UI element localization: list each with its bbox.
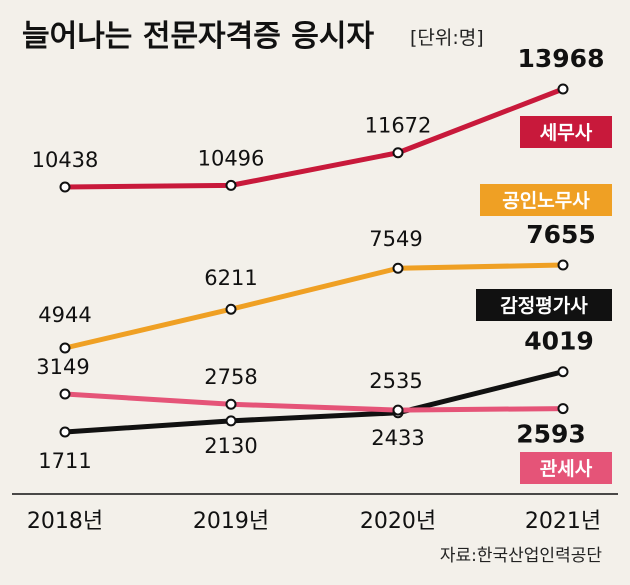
series-tag-bg-1 (480, 184, 612, 216)
value-label-3-3: 2593 (516, 420, 586, 449)
value-label-3-2: 2535 (369, 369, 422, 393)
data-point-0-2 (392, 147, 404, 159)
unit-note: [단위:명] (410, 27, 484, 49)
data-point-3-1 (225, 398, 237, 410)
value-label-1-0: 4944 (38, 303, 91, 327)
value-label-1-1: 6211 (204, 266, 257, 290)
data-point-1-2 (392, 262, 404, 274)
x-ticks: 2018년 2019년 2020년 2021년 (27, 509, 601, 534)
series-points (59, 83, 569, 438)
source-note: 자료:한국산업인력공단 (440, 546, 602, 566)
data-point-3-2 (392, 404, 404, 416)
data-point-2-1 (225, 415, 237, 427)
value-label-0-1: 10496 (198, 146, 265, 170)
value-labels: 10438 10496 11672 13968 4944 6211 7549 7655 1711… (32, 44, 605, 473)
series-tag-bg-3 (520, 452, 612, 484)
chart-title: 늘어나는 전문자격증 응시자 (22, 19, 374, 54)
data-point-0-3 (557, 83, 569, 95)
value-label-1-2: 7549 (369, 227, 422, 251)
series-tag-1: 공인노무사 (502, 190, 590, 212)
series-lines (62, 86, 566, 435)
data-point-0-1 (225, 179, 237, 191)
series-tag-bg-0 (520, 116, 612, 148)
data-point-0-0 (59, 181, 71, 193)
series-tag-bg-2 (476, 289, 612, 321)
series-tag-2: 감정평가사 (500, 295, 588, 317)
value-label-2-0: 1711 (38, 449, 91, 473)
x-tick-label-1: 2019년 (193, 509, 269, 534)
value-label-2-3: 4019 (524, 327, 594, 356)
data-point-1-3 (557, 259, 569, 271)
data-point-3-0 (59, 388, 71, 400)
data-point-3-3 (557, 403, 569, 415)
series-line-2 (62, 369, 566, 435)
series-line-1 (62, 262, 566, 351)
x-tick-label-2: 2020년 (360, 509, 436, 534)
series-line-3 (62, 391, 566, 413)
x-tick-label-3: 2021년 (525, 509, 601, 534)
value-label-1-3: 7655 (526, 220, 596, 249)
series-tag-0: 세무사 (540, 122, 593, 144)
data-point-2-0 (59, 426, 71, 438)
series-tag-3: 관세사 (540, 458, 593, 480)
value-label-0-0: 10438 (32, 148, 99, 172)
value-label-0-2: 11672 (365, 114, 432, 138)
value-label-2-2: 2433 (371, 426, 424, 450)
value-label-2-1: 2130 (204, 434, 257, 458)
data-point-2-3 (557, 366, 569, 378)
value-label-3-0: 3149 (36, 355, 89, 379)
data-point-1-0 (59, 342, 71, 354)
value-label-3-1: 2758 (204, 365, 257, 389)
value-label-0-3: 13968 (518, 44, 605, 73)
x-tick-label-0: 2018년 (27, 509, 103, 534)
series-line-0 (62, 86, 566, 190)
data-point-1-1 (225, 303, 237, 315)
